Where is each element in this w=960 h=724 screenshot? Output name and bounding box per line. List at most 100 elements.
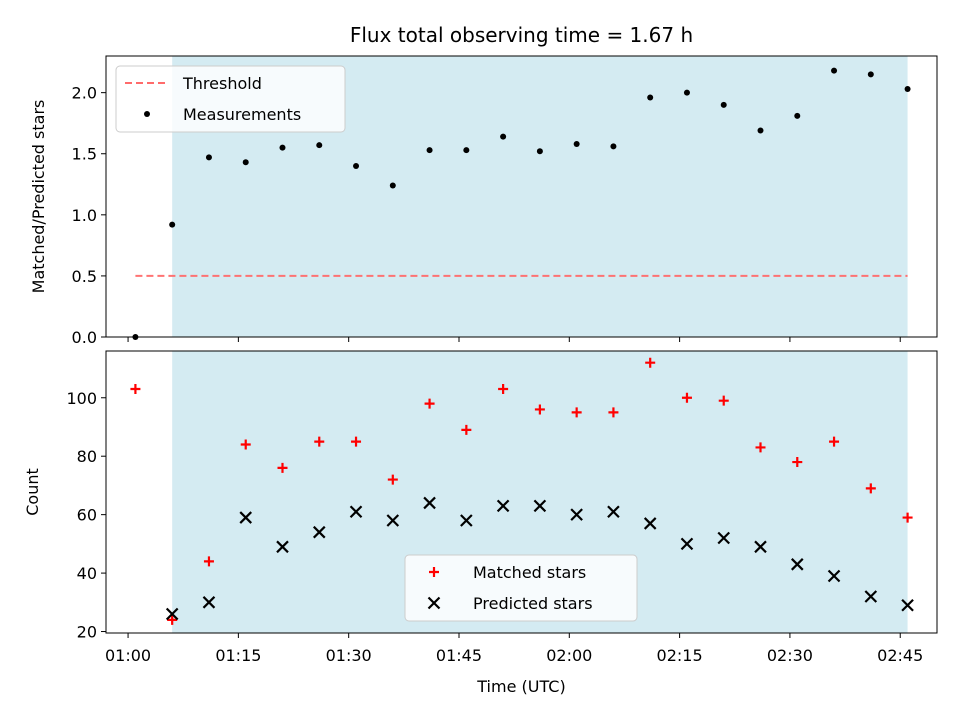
data-point [608,407,619,418]
data-point [460,514,473,527]
y-tick-label: 60 [77,506,97,525]
top-panel: 0.0 0.5 1.0 1.5 2.0 Matched/Predicted stars Fl… [29,23,938,347]
data-point [242,159,249,166]
y-tick-label: 80 [77,447,97,466]
y-tick-label: 20 [77,623,97,642]
legend: Threshold Measurements [115,65,346,133]
data-point [536,148,543,155]
data-point [351,436,362,447]
data-point [426,147,433,154]
data-point [498,383,509,394]
data-point [423,496,436,510]
data-point [239,511,253,524]
y-tick-label: 0.5 [72,267,97,286]
x-tick-label: 02:45 [877,646,923,665]
data-point [165,607,179,621]
data-point [643,517,657,530]
data-point [389,182,396,189]
y-tick-label: 40 [77,564,97,583]
data-point [169,221,176,228]
data-point [500,133,507,140]
data-point [720,101,727,108]
x-tick-label: 01:00 [105,646,151,665]
x-tick-label: 01:45 [436,646,482,665]
chart-title: Flux total observing time = 1.67 h [350,23,693,47]
x-tick-label: 01:15 [215,646,261,665]
y-tick-label: 2.0 [72,84,97,103]
data-point [386,514,400,527]
data-point [387,474,398,485]
data-point [571,407,582,418]
series-matched-stars [130,357,913,625]
data-point [314,436,325,447]
data-point [645,357,656,368]
legend-threshold-label: Threshold [182,74,262,93]
legend-predicted-label: Predicted stars [473,594,593,613]
data-point [831,67,838,74]
data-point [573,140,580,147]
legend-box [404,554,638,622]
data-point [757,127,764,134]
data-point [463,147,470,154]
x-axis-label: Time (UTC) [476,677,565,696]
legend-matched-swatch [429,567,439,577]
data-point [865,483,876,494]
y-axis-label: Count [23,468,42,516]
data-point [424,398,435,409]
series-predicted-stars [165,496,914,621]
data-point [902,512,913,523]
data-point [827,569,841,583]
data-point [533,499,547,513]
data-point [349,505,363,519]
data-point [353,162,360,169]
data-point [240,439,251,450]
data-point [901,598,914,612]
bottom-panel: 20 40 60 80 100 01:00 01:15 01:30 01:45 02:00 02:1… [23,350,938,696]
data-point [167,614,178,625]
x-tick-label: 02:15 [657,646,703,665]
data-point [203,556,214,567]
data-point [717,531,731,545]
data-point [792,457,803,468]
data-point [461,424,472,435]
x-tick-label: 02:30 [767,646,813,665]
data-point [277,462,288,473]
data-point [755,442,766,453]
data-point [794,112,801,119]
data-point [790,558,804,571]
data-point [496,499,510,513]
legend-matched-label: Matched stars [473,563,586,582]
data-point [312,525,326,539]
legend: Matched stars Predicted stars [404,554,638,622]
axes-frame [105,350,938,634]
y-tick-label: 1.5 [72,145,97,164]
data-point [205,154,212,161]
data-point [130,383,141,394]
y-tick-label: 0.0 [72,328,97,347]
data-point [570,508,583,521]
data-point [202,596,216,609]
data-point [867,71,874,78]
legend-measurements-label: Measurements [183,105,301,124]
data-point [829,436,840,447]
y-axis-label: Matched/Predicted stars [29,100,48,294]
data-point [754,540,767,554]
y-tick-label: 1.0 [72,206,97,225]
data-point [276,540,289,554]
legend-predicted-swatch [427,596,441,610]
data-point [647,94,654,101]
data-point [610,143,617,150]
series-measurements [132,67,911,340]
axes-frame [105,55,938,338]
data-point [904,85,911,92]
y-tick-label: 100 [66,389,97,408]
data-point [681,392,692,403]
data-point [683,89,690,96]
legend-box [115,65,346,133]
x-tick-label: 01:30 [326,646,372,665]
data-point [279,144,286,151]
legend-measurements-swatch [144,111,150,117]
data-point [718,395,729,406]
data-point [864,590,878,603]
